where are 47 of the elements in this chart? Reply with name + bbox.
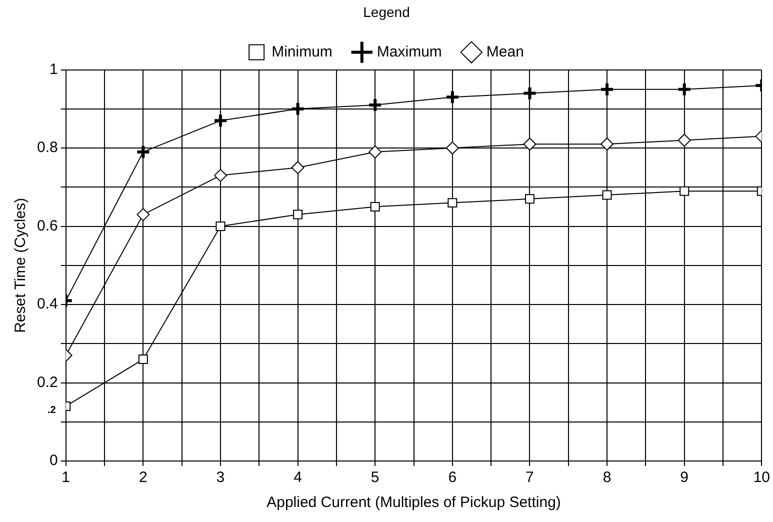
point — [448, 198, 458, 208]
point — [291, 161, 304, 174]
point — [523, 138, 536, 151]
point — [446, 142, 459, 155]
y-tick-label: 0.4 — [36, 296, 58, 313]
legend-title: Legend — [363, 4, 410, 20]
point — [290, 101, 306, 116]
point — [136, 144, 151, 160]
x-tick-label: 10 — [753, 469, 770, 486]
point — [600, 138, 614, 151]
y-tick-label: 0.6 — [36, 217, 58, 234]
x-tick-label: 4 — [294, 469, 302, 486]
point — [370, 202, 380, 212]
x-tick-label: 9 — [680, 469, 689, 486]
point — [444, 90, 460, 105]
point — [368, 98, 383, 113]
legend-label: Mean — [486, 43, 524, 60]
x-tick-label: 1 — [62, 469, 70, 486]
point — [680, 186, 690, 196]
legend-label: Maximum — [376, 43, 442, 60]
point — [602, 190, 612, 200]
point — [216, 222, 226, 232]
point — [368, 145, 382, 158]
point — [600, 82, 615, 97]
point — [214, 168, 227, 182]
y-tick-label: 1 — [50, 60, 58, 78]
point — [212, 113, 228, 128]
y-tick-label: 0.2 — [36, 374, 58, 391]
y-tick-label: 0 — [50, 452, 58, 470]
point — [524, 194, 534, 204]
x-tick-label: 3 — [216, 469, 225, 486]
point — [293, 210, 303, 220]
x-tick-label: 2 — [138, 469, 148, 486]
x-tick-label: 8 — [602, 469, 612, 486]
x-axis-title: Applied Current (Multiples of Pickup Setting) — [266, 494, 561, 512]
x-tick-label: 5 — [370, 469, 380, 486]
point — [678, 134, 691, 147]
x-tick-label: 6 — [448, 469, 457, 486]
y-axis-title: Reset Time (Cycles) — [12, 198, 30, 333]
point — [138, 354, 148, 364]
point — [676, 82, 692, 97]
point — [136, 208, 150, 222]
annotation: .2 — [48, 404, 56, 416]
x-tick-label: 7 — [526, 469, 534, 486]
legend-label: Minimum — [272, 43, 332, 60]
point — [522, 86, 538, 101]
y-tick-label: 0.8 — [36, 139, 58, 156]
